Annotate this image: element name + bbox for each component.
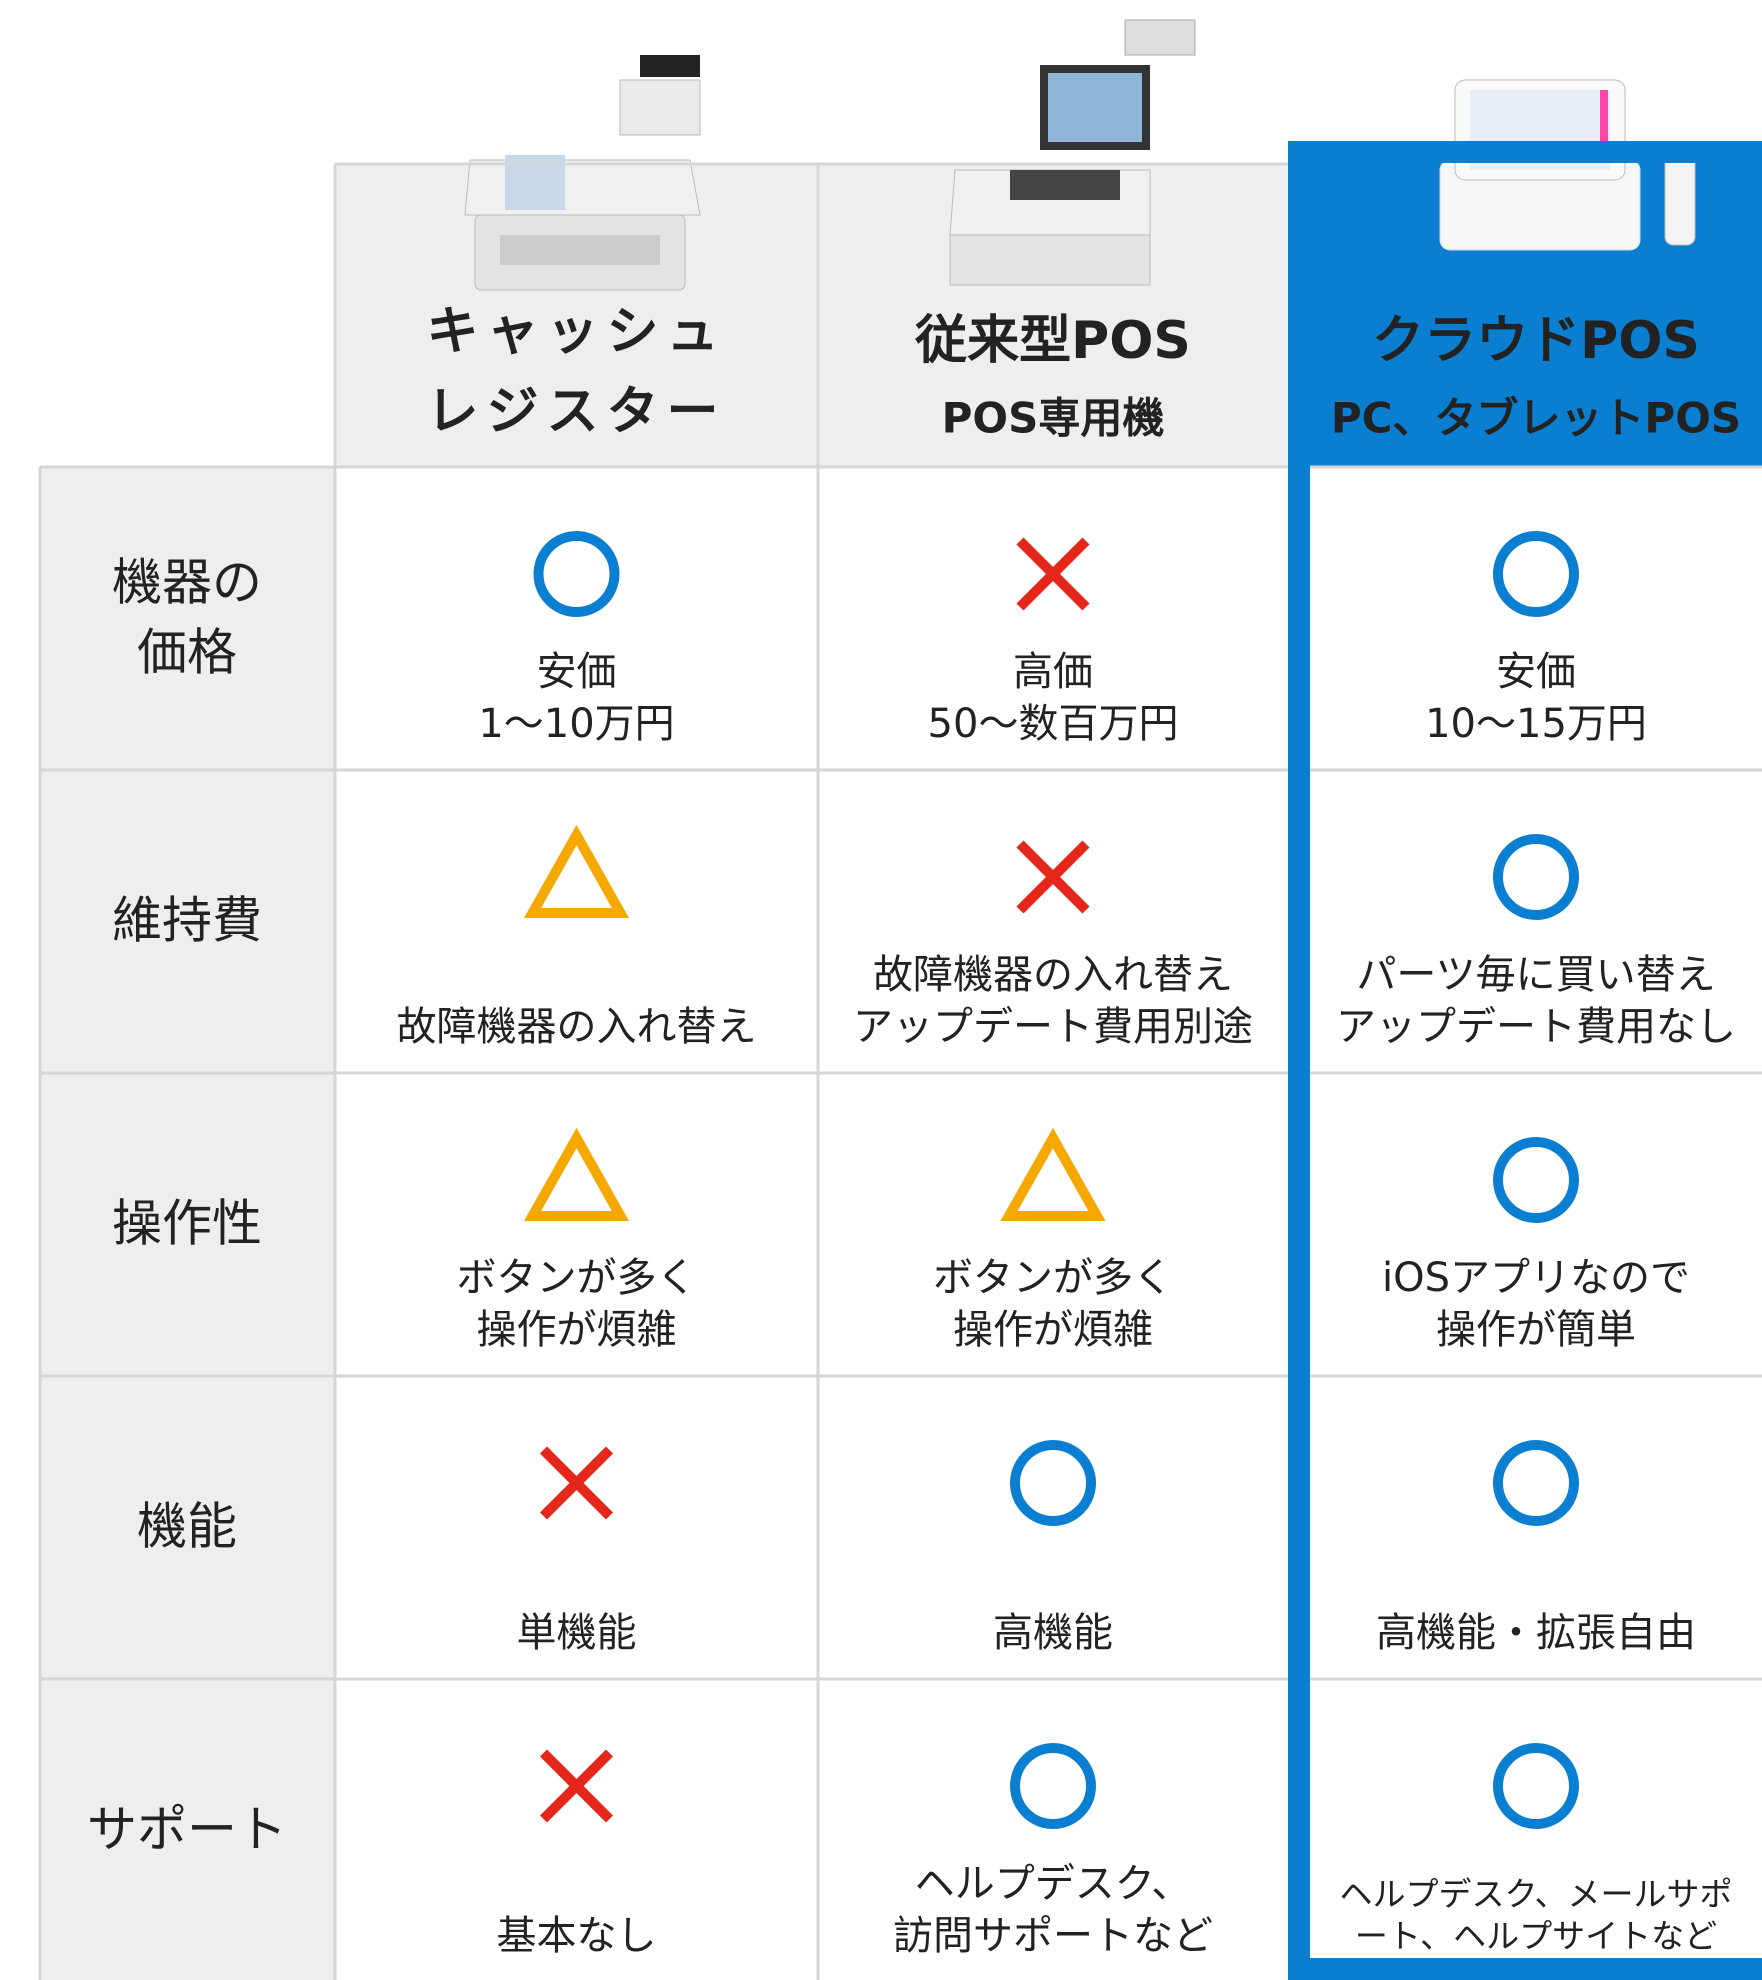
column-title: レジスター [426,382,726,442]
cell-note: アップデート費用別途 [853,1004,1253,1050]
cell-note: 基本なし [497,1913,657,1959]
rating-cross [539,1446,614,1520]
row-label: 操作性 [112,1195,262,1253]
cell-note: アップデート費用なし [1336,1004,1736,1050]
cell-note: 故障機器の入れ替え [397,1004,757,1050]
rating-circle [1493,1440,1579,1526]
pos-terminal-image [949,19,1196,286]
row-label: 維持費 [112,892,262,950]
rating-circle [1010,1440,1096,1526]
cross-stroke [539,1749,614,1823]
register-image [464,55,701,291]
cell-note: ヘルプデスク、 [915,1861,1191,1907]
row-label: 価格 [137,624,237,682]
cell-note: 50〜数百万円 [928,701,1179,747]
column-subtitle: POS専用機 [942,394,1165,443]
rating-circle [1493,1743,1579,1829]
column-title: クラウドPOS [1372,311,1700,371]
cell-note: 1〜10万円 [478,701,674,747]
rating-cross [539,1749,614,1823]
rating-circle [1493,531,1579,617]
cell-note: 10〜15万円 [1425,701,1647,747]
cell-note: 訪問サポートなど [893,1913,1213,1959]
rating-circle [1010,1743,1096,1829]
rating-triangle [523,1127,630,1221]
cell-note: ボタンが多く [933,1255,1173,1301]
highlight-border [1288,141,1762,1980]
cell-note: iOSアプリなので [1382,1255,1690,1301]
cell-note: 安価 [1496,649,1576,695]
rating-circle [1493,1137,1579,1223]
cell-note: 操作が煩雑 [477,1307,677,1353]
column-title: 従来型POS [914,311,1191,371]
cross-stroke [539,1446,614,1520]
rating-cross [1016,840,1090,914]
cross-stroke [1016,537,1090,611]
rating-cross [1016,537,1090,611]
rating-triangle [523,824,630,918]
cell-note: 操作が煩雑 [953,1307,1153,1353]
cell-note: ヘルプデスク、メールサポ [1339,1875,1732,1914]
column-title: キャッシュ [426,302,726,362]
cell-note: ート、ヘルプサイトなど [1355,1917,1717,1956]
row-label: 機器の [112,554,262,612]
cell-note: ボタンが多く [457,1255,697,1301]
rating-circle [1493,834,1579,920]
cell-note: パーツ毎に買い替え [1356,952,1715,998]
row-header-bg [40,467,335,1980]
column-subtitle: PC、タブレットPOS [1331,394,1741,443]
cell-note: 故障機器の入れ替え [873,952,1233,998]
cell-note: 高価 [1013,649,1093,695]
cell-note: 高機能・拡張自由 [1376,1610,1696,1656]
cell-note: 単機能 [517,1610,637,1656]
cell-note: 操作が簡単 [1436,1307,1636,1353]
row-label: 機能 [137,1498,237,1556]
row-label: サポート [87,1801,287,1859]
rating-triangle [1000,1127,1106,1221]
cross-stroke [1016,840,1090,914]
cell-note: 高機能 [993,1610,1113,1656]
rating-circle [533,531,620,617]
cell-note: 安価 [537,649,617,695]
